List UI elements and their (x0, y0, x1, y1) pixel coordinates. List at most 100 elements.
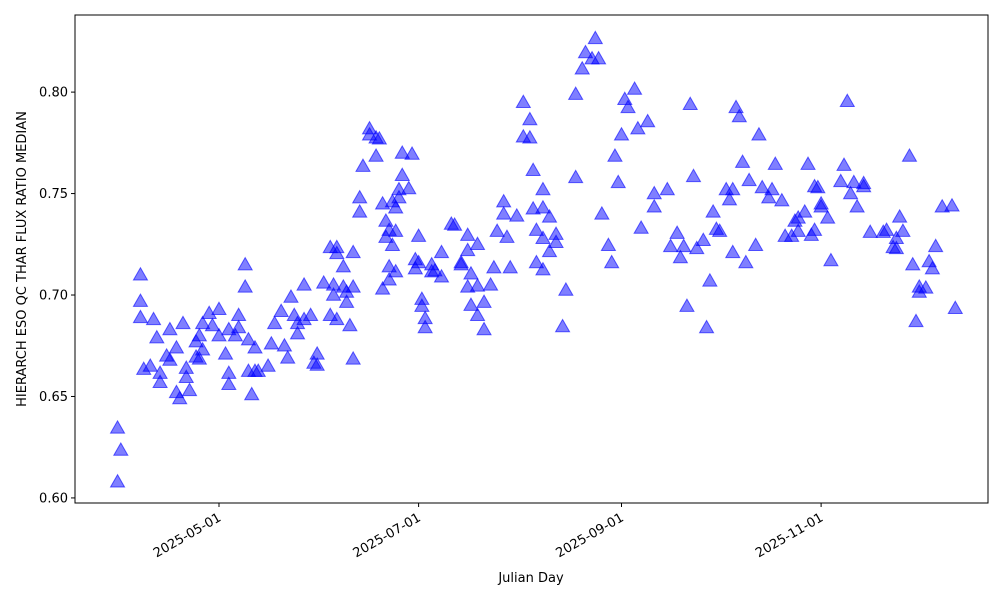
point (469, 307, 486, 322)
point (747, 237, 764, 252)
point (237, 278, 254, 293)
point (446, 217, 463, 231)
point (351, 203, 368, 218)
point (695, 232, 712, 246)
point (587, 30, 604, 45)
y-tick-label: 0.70 (39, 289, 68, 304)
point (400, 180, 417, 195)
point (796, 203, 813, 218)
point (773, 192, 790, 207)
point (351, 189, 368, 204)
point (194, 315, 211, 330)
point (499, 229, 515, 243)
point (325, 276, 342, 291)
point (888, 240, 905, 255)
point (220, 365, 237, 379)
point (701, 272, 718, 287)
point (659, 181, 676, 196)
point (662, 238, 679, 253)
point (417, 319, 434, 334)
point (489, 223, 506, 237)
point (381, 271, 398, 286)
point (162, 321, 178, 336)
point (535, 230, 551, 244)
point (342, 317, 358, 332)
point (908, 313, 924, 328)
point (227, 327, 244, 342)
point (459, 227, 476, 241)
point (315, 274, 332, 289)
point (243, 386, 260, 401)
point (279, 349, 296, 364)
point (391, 189, 407, 204)
point (522, 129, 538, 144)
point (842, 185, 859, 200)
point (823, 252, 839, 267)
y-tick-label: 0.65 (39, 390, 68, 405)
point (508, 207, 525, 222)
point (528, 254, 545, 269)
point (629, 120, 646, 135)
point (191, 327, 208, 342)
point (178, 360, 195, 374)
point (175, 315, 191, 330)
point (410, 254, 427, 269)
point (767, 156, 784, 170)
point (482, 276, 499, 291)
point (476, 321, 492, 336)
point (309, 357, 326, 371)
point (751, 126, 767, 141)
point (394, 144, 411, 159)
point (345, 278, 362, 293)
point (567, 86, 584, 100)
point (525, 162, 541, 176)
point (148, 329, 165, 344)
point (502, 259, 519, 274)
point (152, 374, 168, 389)
point (345, 350, 362, 365)
point (901, 148, 918, 162)
point (325, 287, 342, 301)
point (237, 256, 254, 271)
point (296, 276, 312, 291)
point (855, 178, 872, 193)
point (535, 199, 551, 214)
point (917, 279, 934, 294)
point (944, 197, 960, 212)
point (895, 223, 911, 237)
point (737, 254, 754, 269)
point (724, 244, 741, 259)
point (620, 99, 636, 114)
point (204, 317, 221, 332)
point (741, 172, 757, 187)
point (845, 174, 862, 189)
point (145, 311, 162, 326)
point (171, 390, 188, 405)
point (698, 319, 715, 334)
point (947, 300, 964, 314)
point (178, 369, 195, 383)
point (132, 309, 149, 324)
point (217, 345, 234, 360)
y-tick-label: 0.75 (39, 187, 68, 202)
point (528, 222, 545, 236)
point (548, 234, 564, 249)
point (486, 259, 502, 274)
point (754, 179, 771, 194)
point (790, 223, 807, 237)
y-axis-label: HIERARCH ESO QC THAR FLUX RATIO MEDIAN (15, 111, 30, 407)
y-tick-label: 0.60 (39, 491, 68, 506)
point (338, 294, 355, 308)
point (211, 301, 227, 315)
point (414, 298, 430, 312)
point (427, 262, 443, 277)
point (806, 222, 823, 236)
point (368, 148, 384, 162)
point (132, 293, 149, 307)
point (862, 224, 879, 238)
point (849, 198, 865, 213)
point (685, 168, 702, 183)
point (495, 205, 512, 220)
point (554, 318, 571, 333)
